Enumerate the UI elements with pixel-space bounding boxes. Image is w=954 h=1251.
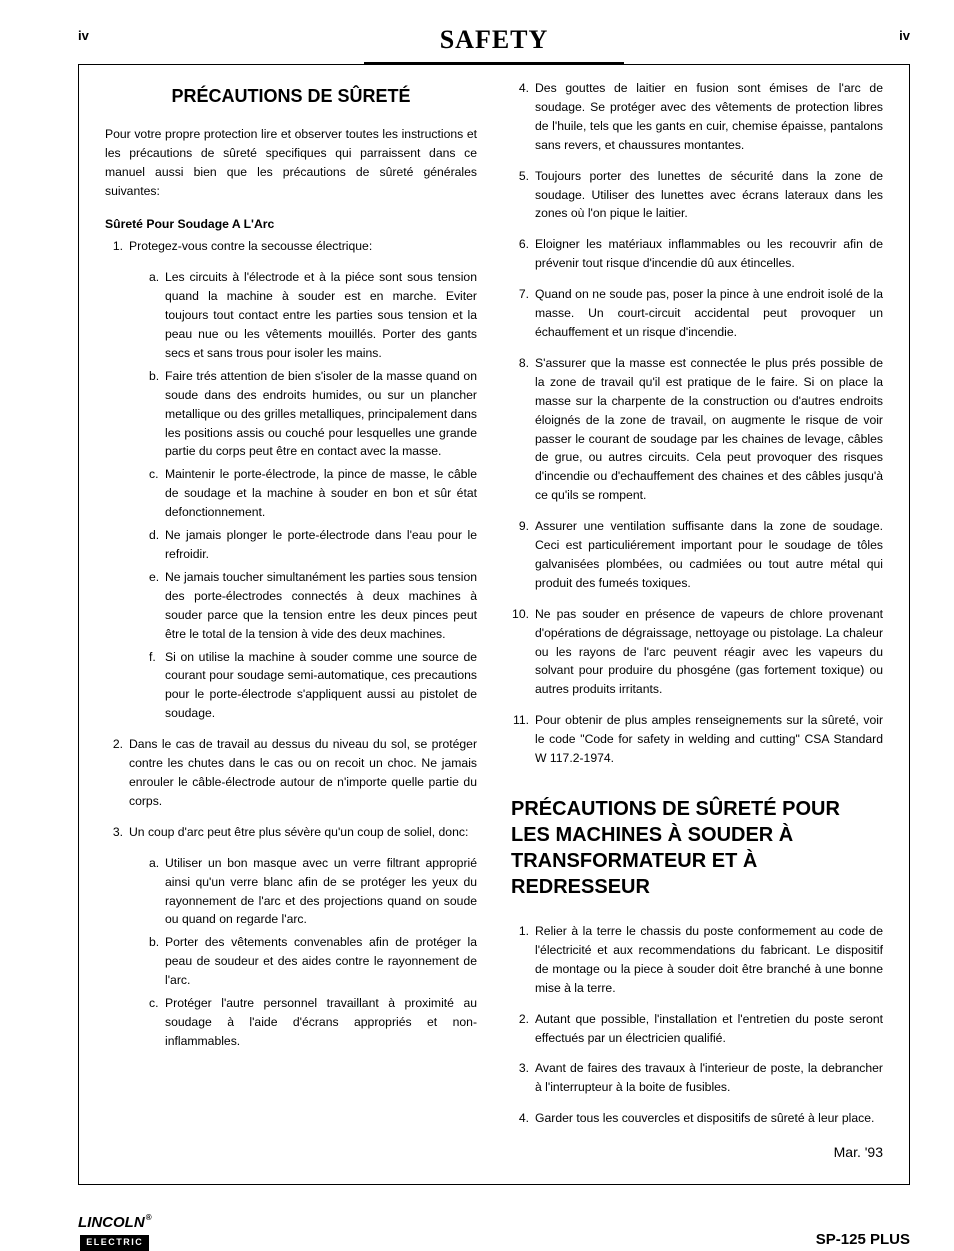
item-number: 7. (511, 285, 535, 342)
list-item: 1.Relier à la terre le chassis du poste … (511, 922, 883, 998)
sub-text: Les circuits à l'électrode et à la piéce… (165, 268, 477, 363)
sub-text: Faire trés attention de bien s'isoler de… (165, 367, 477, 462)
date-line: Mar. '93 (105, 1142, 883, 1164)
sub-letter: b. (149, 367, 165, 462)
item-number: 1. (511, 922, 535, 998)
page-header: iv SAFETY iv (78, 20, 910, 56)
item-text: Ne pas souder en présence de vapeurs de … (535, 605, 883, 700)
sub-letter: c. (149, 465, 165, 522)
item-text: Quand on ne soude pas, poser la pince à … (535, 285, 883, 342)
sub-item: a.Utiliser un bon masque avec un verre f… (149, 854, 477, 930)
title-underline (364, 62, 624, 64)
item-number: 5. (511, 167, 535, 224)
sub-item: c.Protéger l'autre personnel travaillant… (149, 994, 477, 1051)
registered-icon: ® (146, 1212, 152, 1224)
sub-text: Utiliser un bon masque avec un verre fil… (165, 854, 477, 930)
list-item: 11.Pour obtenir de plus amples renseigne… (511, 711, 883, 768)
sub-item: b.Porter des vêtements convenables afin … (149, 933, 477, 990)
sub-item: b.Faire trés attention de bien s'isoler … (149, 367, 477, 462)
item-number: 6. (511, 235, 535, 273)
page-number-right: iv (899, 26, 910, 46)
item-number: 1. (105, 237, 129, 256)
item-number: 4. (511, 79, 535, 155)
logo-text-bottom: ELECTRIC (80, 1235, 149, 1251)
item-text: Des gouttes de laitier en fusion sont ém… (535, 79, 883, 155)
item-text: Dans le cas de travail au dessus du nive… (129, 735, 477, 811)
sub-letter: d. (149, 526, 165, 564)
sub-letter: c. (149, 994, 165, 1051)
item-number: 3. (105, 823, 129, 842)
item-number: 11. (511, 711, 535, 768)
list-item: 3.Un coup d'arc peut être plus sévère qu… (105, 823, 477, 842)
intro-paragraph: Pour votre propre protection lire et obs… (105, 125, 477, 201)
list-item: 7.Quand on ne soude pas, poser la pince … (511, 285, 883, 342)
sub-text: Ne jamais toucher simultanément les part… (165, 568, 477, 644)
item-number: 9. (511, 517, 535, 593)
list-item: 8.S'assurer que la masse est connectée l… (511, 354, 883, 505)
item-text: Garder tous les couvercles et dispositif… (535, 1109, 883, 1128)
sub-heading: Sûreté Pour Soudage A L'Arc (105, 215, 477, 234)
list-item: 2.Dans le cas de travail au dessus du ni… (105, 735, 477, 811)
sub-item: c.Maintenir le porte-électrode, la pince… (149, 465, 477, 522)
item-text: Protegez-vous contre la secousse électri… (129, 237, 477, 256)
sub-letter: f. (149, 648, 165, 724)
sub-item: a.Les circuits à l'électrode et à la pié… (149, 268, 477, 363)
item-text: Assurer une ventilation suffisante dans … (535, 517, 883, 593)
item-number: 10. (511, 605, 535, 700)
sub-letter: a. (149, 268, 165, 363)
item-text: Un coup d'arc peut être plus sévère qu'u… (129, 823, 477, 842)
sub-text: Protéger l'autre personnel travaillant à… (165, 994, 477, 1051)
model-number: SP-125 PLUS (816, 1228, 910, 1251)
sub-item: f.Si on utilise la machine à souder comm… (149, 648, 477, 724)
sub-text: Maintenir le porte-électrode, la pince d… (165, 465, 477, 522)
list-item: 10.Ne pas souder en présence de vapeurs … (511, 605, 883, 700)
list-item: 3.Avant de faires des travaux à l'interi… (511, 1059, 883, 1097)
sub-item: e.Ne jamais toucher simultanément les pa… (149, 568, 477, 644)
lincoln-logo: LINCOLN ® ELECTRIC (78, 1211, 152, 1251)
item-number: 4. (511, 1109, 535, 1128)
sub-item: d.Ne jamais plonger le porte-électrode d… (149, 526, 477, 564)
list-item: 9.Assurer une ventilation suffisante dan… (511, 517, 883, 593)
item-text: Toujours porter des lunettes de sécurité… (535, 167, 883, 224)
item-number: 3. (511, 1059, 535, 1097)
content-frame: PRÉCAUTIONS DE SÛRETÉ Pour votre propre … (78, 64, 910, 1185)
sub-text: Ne jamais plonger le porte-électrode dan… (165, 526, 477, 564)
item-text: Eloigner les matériaux inflammables ou l… (535, 235, 883, 273)
sub-text: Porter des vêtements convenables afin de… (165, 933, 477, 990)
list-item: 2.Autant que possible, l'installation et… (511, 1010, 883, 1048)
sub-text: Si on utilise la machine à souder comme … (165, 648, 477, 724)
item-number: 2. (511, 1010, 535, 1048)
item-text: Avant de faires des travaux à l'interieu… (535, 1059, 883, 1097)
section-title: PRÉCAUTIONS DE SÛRETÉ (105, 83, 477, 111)
logo-text-top: LINCOLN ® (78, 1211, 152, 1234)
item-text: Autant que possible, l'installation et l… (535, 1010, 883, 1048)
page-title: SAFETY (78, 20, 910, 60)
page-footer: LINCOLN ® ELECTRIC SP-125 PLUS (78, 1211, 910, 1251)
list-item: 6.Eloigner les matériaux inflammables ou… (511, 235, 883, 273)
list-item: 4.Garder tous les couvercles et disposit… (511, 1109, 883, 1128)
sub-letter: e. (149, 568, 165, 644)
list-item: 4.Des gouttes de laitier en fusion sont … (511, 79, 883, 155)
page-number-left: iv (78, 26, 89, 46)
list-item: 5.Toujours porter des lunettes de sécuri… (511, 167, 883, 224)
sub-letter: b. (149, 933, 165, 990)
list-item: 1. Protegez-vous contre la secousse élec… (105, 237, 477, 256)
item-text: Pour obtenir de plus amples renseignemen… (535, 711, 883, 768)
sub-letter: a. (149, 854, 165, 930)
section2-title: PRÉCAUTIONS DE SÛRETÉ POUR LES MACHINES … (511, 796, 883, 900)
item-text: S'assurer que la masse est connectée le … (535, 354, 883, 505)
item-text: Relier à la terre le chassis du poste co… (535, 922, 883, 998)
item-number: 8. (511, 354, 535, 505)
item-number: 2. (105, 735, 129, 811)
logo-word: LINCOLN (78, 1211, 145, 1234)
